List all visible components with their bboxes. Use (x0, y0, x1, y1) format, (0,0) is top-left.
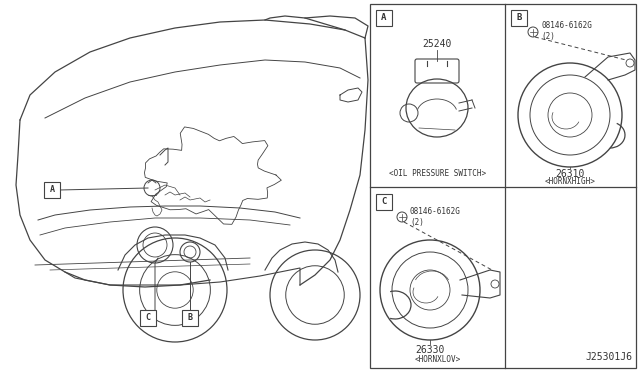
FancyBboxPatch shape (376, 10, 392, 26)
Text: <HORNXLOV>: <HORNXLOV> (414, 356, 461, 365)
Text: 08146-6162G: 08146-6162G (541, 22, 592, 31)
Text: J25301J6: J25301J6 (585, 352, 632, 362)
Text: C: C (381, 198, 387, 206)
FancyBboxPatch shape (182, 310, 198, 326)
FancyBboxPatch shape (140, 310, 156, 326)
Text: C: C (145, 314, 150, 323)
FancyBboxPatch shape (44, 182, 60, 198)
Text: B: B (516, 13, 522, 22)
Text: A: A (381, 13, 387, 22)
Bar (370, 4, 636, 368)
Text: <HORNXHIGH>: <HORNXHIGH> (545, 176, 596, 186)
Text: <OIL PRESSURE SWITCH>: <OIL PRESSURE SWITCH> (389, 169, 486, 177)
Text: (2): (2) (541, 32, 555, 42)
Text: 26330: 26330 (415, 345, 445, 355)
Text: 26310: 26310 (556, 169, 585, 179)
Text: B: B (188, 314, 193, 323)
Text: 25240: 25240 (422, 39, 452, 49)
Text: (2): (2) (410, 218, 424, 227)
FancyBboxPatch shape (511, 10, 527, 26)
Text: A: A (49, 186, 54, 195)
FancyBboxPatch shape (376, 194, 392, 210)
Text: 08146-6162G: 08146-6162G (410, 206, 461, 215)
